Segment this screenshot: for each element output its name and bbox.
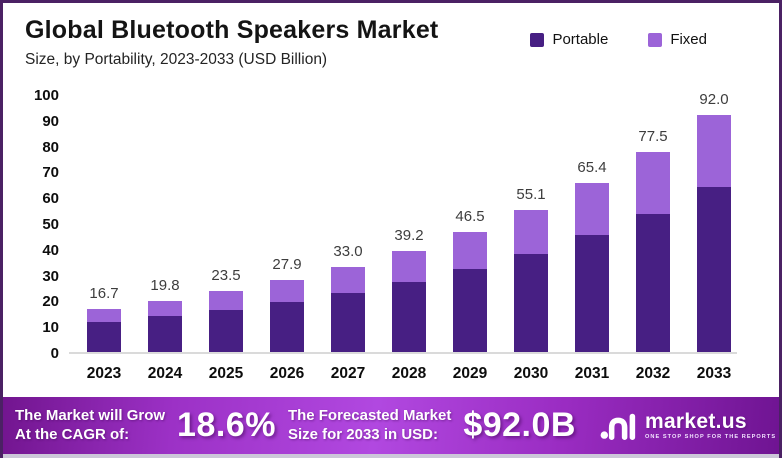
bar-column-2030 xyxy=(514,209,548,352)
bar-segment-fixed-2030 xyxy=(514,209,548,254)
footer-banner: The Market will Grow At the CAGR of: 18.… xyxy=(3,397,779,458)
legend-item-fixed: Fixed xyxy=(648,31,707,48)
x-axis-label-2032: 2032 xyxy=(635,365,671,382)
bar-total-label-2026: 27.9 xyxy=(272,256,302,274)
bar-segment-portable-2028 xyxy=(392,281,426,352)
marketus-logo-text: market.us ONE STOP SHOP FOR THE REPORTS xyxy=(645,411,776,441)
bar-total-label-2023: 16.7 xyxy=(89,284,119,302)
x-axis-label-2033: 2033 xyxy=(696,365,732,382)
bar-segment-fixed-2028 xyxy=(392,250,426,282)
x-axis-label-2023: 2023 xyxy=(86,365,122,382)
bar-column-2023 xyxy=(87,308,121,352)
y-tick-label: 70 xyxy=(42,164,59,182)
bar-total-label-2024: 19.8 xyxy=(150,276,180,294)
bar-total-label-2032: 77.5 xyxy=(638,128,668,146)
legend-item-portable: Portable xyxy=(530,31,608,48)
x-axis-label-2027: 2027 xyxy=(330,365,366,382)
bar-segment-portable-2026 xyxy=(270,302,304,352)
forecast-value: $92.0B xyxy=(463,406,576,444)
bar-segment-fixed-2032 xyxy=(636,152,670,214)
y-axis: 0 10 20 30 40 50 60 70 80 90 100 xyxy=(13,87,59,362)
y-tick-label: 60 xyxy=(42,190,59,208)
bar-segment-portable-2023 xyxy=(87,322,121,352)
plot-area: 16.7 2023 19.8 2024 23.5 2025 27.9 2026 33.0 2027… xyxy=(69,91,737,382)
y-tick-label: 10 xyxy=(42,319,59,337)
forecast-label: The Forecasted Market Size for 2033 in U… xyxy=(288,407,451,445)
bar-column-2024 xyxy=(148,300,182,352)
bar-segment-portable-2030 xyxy=(514,253,548,352)
bar-segment-fixed-2027 xyxy=(331,266,365,293)
page-subtitle: Size, by Portability, 2023-2033 (USD Bil… xyxy=(25,51,328,68)
bar-segment-fixed-2033 xyxy=(697,114,731,188)
bar-segment-portable-2032 xyxy=(636,213,670,352)
y-tick-label: 40 xyxy=(42,241,59,259)
bar-segment-portable-2033 xyxy=(697,187,731,352)
bar-column-2033 xyxy=(697,114,731,352)
bar-total-label-2025: 23.5 xyxy=(211,267,241,285)
x-axis-label-2026: 2026 xyxy=(269,365,305,382)
bar-segment-fixed-2026 xyxy=(270,280,304,303)
chart-legend: Portable Fixed xyxy=(530,31,707,48)
forecast-label-line1: The Forecasted Market xyxy=(287,406,452,424)
bar-column-2027 xyxy=(331,266,365,352)
y-tick-label: 100 xyxy=(33,87,59,104)
y-tick-label: 50 xyxy=(42,216,59,233)
logo-name: market.us xyxy=(644,409,747,433)
legend-swatch-portable xyxy=(530,32,545,47)
bar-segment-fixed-2025 xyxy=(209,291,243,311)
bar-total-label-2031: 65.4 xyxy=(577,159,607,177)
bar-total-label-2029: 46.5 xyxy=(455,208,485,226)
x-axis-label-2031: 2031 xyxy=(574,365,610,382)
bar-segment-portable-2025 xyxy=(209,310,243,352)
bar-segment-portable-2029 xyxy=(453,269,487,352)
bar-column-2029 xyxy=(453,232,487,352)
cagr-label: The Market will Grow At the CAGR of: xyxy=(15,407,165,445)
bar-column-2031 xyxy=(575,183,609,352)
y-tick-label: 0 xyxy=(50,345,59,362)
bar-total-label-2028: 39.2 xyxy=(394,226,424,244)
x-axis-label-2029: 2029 xyxy=(452,365,488,382)
bar-segment-fixed-2031 xyxy=(575,183,609,236)
bar-segment-portable-2024 xyxy=(148,316,182,352)
x-axis-label-2024: 2024 xyxy=(147,365,183,382)
bar-segment-fixed-2029 xyxy=(453,232,487,270)
x-axis-label-2025: 2025 xyxy=(208,365,244,382)
bar-segment-portable-2027 xyxy=(331,292,365,352)
y-tick-label: 20 xyxy=(42,293,59,311)
x-axis-label-2028: 2028 xyxy=(391,365,427,382)
cagr-label-line2: At the CAGR of: xyxy=(15,425,130,443)
legend-label-portable: Portable xyxy=(552,31,609,48)
bar-segment-fixed-2024 xyxy=(148,300,182,317)
marketus-logo: market.us ONE STOP SHOP FOR THE REPORTS xyxy=(600,410,776,442)
bar-column-2032 xyxy=(636,152,670,352)
y-tick-label: 30 xyxy=(42,267,59,285)
bar-segment-portable-2031 xyxy=(575,235,609,352)
logo-tagline: ONE STOP SHOP FOR THE REPORTS xyxy=(644,433,777,440)
marketus-logo-icon xyxy=(600,413,636,440)
legend-swatch-fixed xyxy=(648,32,663,47)
page-title: Global Bluetooth Speakers Market xyxy=(25,16,439,44)
bar-column-2025 xyxy=(209,291,243,352)
legend-label-fixed: Fixed xyxy=(670,31,707,48)
forecast-label-line2: Size for 2033 in USD: xyxy=(287,425,438,443)
bar-segment-fixed-2023 xyxy=(87,308,121,323)
x-axis-label-2030: 2030 xyxy=(513,365,549,382)
cagr-value: 18.6% xyxy=(177,406,276,444)
bar-column-2028 xyxy=(392,250,426,352)
y-tick-label: 90 xyxy=(42,112,59,130)
bar-total-label-2027: 33.0 xyxy=(333,242,363,260)
bar-total-label-2030: 55.1 xyxy=(516,185,546,203)
y-tick-label: 80 xyxy=(42,138,59,156)
cagr-label-line1: The Market will Grow xyxy=(15,406,166,424)
bar-total-label-2033: 92.0 xyxy=(699,90,729,108)
bar-column-2026 xyxy=(270,280,304,352)
